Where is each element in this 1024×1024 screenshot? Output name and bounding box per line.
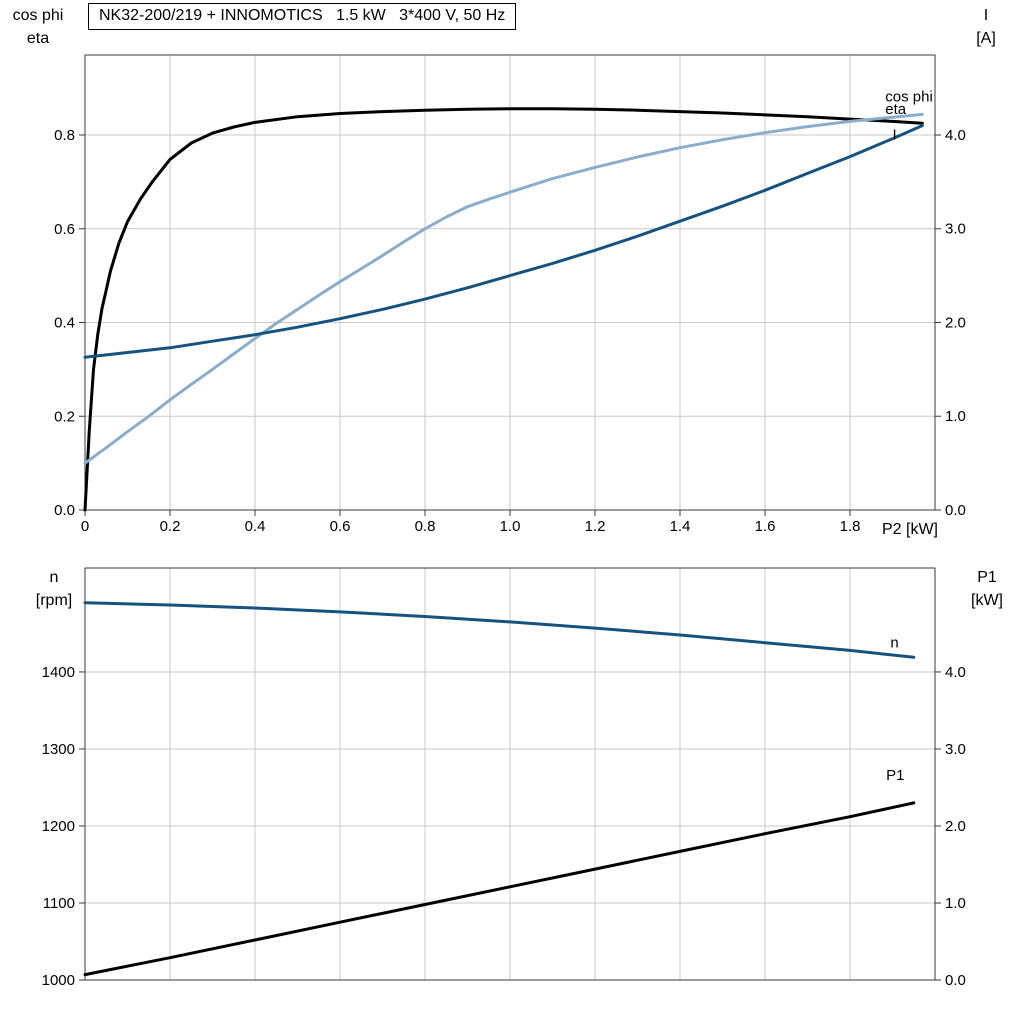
right-axis-title-line1: I: [983, 7, 989, 24]
right-tick-label: 4.0: [945, 127, 966, 144]
right-tick-label: 4.0: [945, 664, 966, 681]
top-chart-left-axis-title: cos phi eta: [4, 4, 72, 50]
curve-p1: [83, 801, 916, 977]
curve-label-cos-phi: cos phi: [885, 88, 933, 105]
x-tick-label: 1.0: [500, 518, 521, 535]
chart-title: NK32-200/219 + INNOMOTICS 1.5 kW 3*400 V…: [88, 3, 517, 30]
right-tick-label: 0.0: [945, 502, 966, 519]
left-axis-title-line1: n: [49, 569, 59, 586]
left-tick-label: 1000: [42, 972, 75, 989]
left-tick-label: 1400: [42, 664, 75, 681]
left-tick-label: 0.6: [54, 221, 75, 238]
x-tick-label: 0.6: [330, 518, 351, 535]
plot-frame: [84, 567, 936, 981]
x-tick-label: 1.8: [840, 518, 861, 535]
x-tick-label: 0.8: [415, 518, 436, 535]
left-tick-label: 0.4: [54, 315, 75, 332]
left-tick-label: 0.8: [54, 127, 75, 144]
left-tick-label: 1100: [43, 895, 75, 912]
x-tick-label: 1.4: [670, 518, 691, 535]
right-axis-title-line2: [A]: [976, 30, 996, 47]
curve-n: [83, 601, 916, 659]
bottom-chart-right-axis-title: P1 [kW]: [956, 566, 1018, 612]
x-axis-label: P2 [kW]: [881, 521, 938, 538]
curve-eta: [83, 107, 924, 512]
right-tick-label: 2.0: [945, 818, 966, 835]
curve-label-eta: eta: [885, 101, 907, 118]
top-chart-right-axis-title: I [A]: [956, 4, 1016, 50]
right-tick-label: 3.0: [945, 221, 966, 238]
curve-cos-phi: [83, 112, 924, 465]
left-tick-label: 1200: [42, 818, 75, 835]
right-axis-title-line2: [kW]: [971, 592, 1003, 609]
curve-label-n: n: [890, 634, 898, 651]
left-tick-label: 0.0: [54, 502, 75, 519]
right-tick-label: 0.0: [945, 972, 966, 989]
right-tick-label: 2.0: [945, 314, 966, 331]
curve-i: [83, 124, 924, 359]
x-tick-label: 0: [81, 518, 89, 535]
x-tick-label: 1.2: [585, 518, 606, 535]
left-tick-label: 0.2: [54, 408, 75, 425]
right-tick-label: 1.0: [945, 895, 966, 912]
x-tick-label: 1.6: [755, 518, 776, 535]
x-tick-label: 0.2: [160, 518, 181, 535]
left-axis-title-line2: [rpm]: [35, 592, 73, 609]
right-axis-title-line1: P1: [977, 569, 997, 586]
curve-label-i: I: [893, 127, 897, 144]
right-tick-label: 1.0: [945, 408, 966, 425]
bottom-chart-left-axis-title: n [rpm]: [18, 566, 90, 612]
left-axis-title-line2: eta: [26, 30, 50, 47]
left-axis-title-line1: cos phi: [12, 7, 64, 24]
left-tick-label: 1300: [42, 741, 75, 758]
right-tick-label: 3.0: [945, 741, 966, 758]
x-tick-label: 0.4: [245, 518, 266, 535]
curve-label-p1: P1: [886, 767, 904, 784]
